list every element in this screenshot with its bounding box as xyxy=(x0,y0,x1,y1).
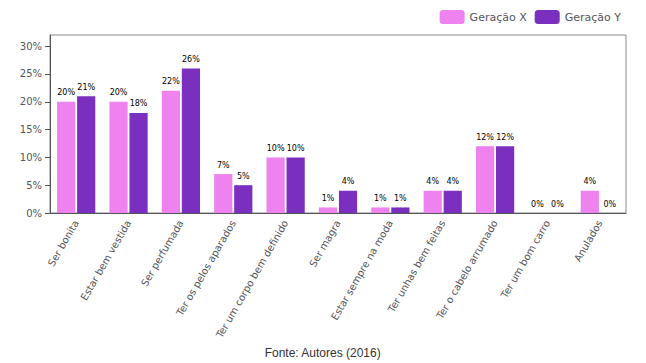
svg-text:4%: 4% xyxy=(426,177,439,186)
svg-text:0%: 0% xyxy=(603,200,616,209)
svg-text:15%: 15% xyxy=(20,124,42,135)
svg-text:0%: 0% xyxy=(26,208,42,219)
svg-text:10%: 10% xyxy=(267,144,285,153)
svg-text:4%: 4% xyxy=(342,177,355,186)
svg-text:Ser bonita: Ser bonita xyxy=(46,218,81,268)
svg-text:20%: 20% xyxy=(57,88,75,97)
svg-text:1%: 1% xyxy=(374,194,387,203)
svg-text:Ter um corpo bem definido: Ter um corpo bem definido xyxy=(213,218,290,340)
svg-text:Estar sempre na moda: Estar sempre na moda xyxy=(329,218,395,322)
svg-text:0%: 0% xyxy=(551,200,564,209)
svg-text:Ter o cabelo arrumado: Ter o cabelo arrumado xyxy=(434,218,500,321)
svg-text:26%: 26% xyxy=(182,55,200,64)
svg-text:21%: 21% xyxy=(77,83,95,92)
svg-text:4%: 4% xyxy=(583,177,596,186)
svg-text:Ter unhas bem feitas: Ter unhas bem feitas xyxy=(385,218,447,315)
svg-text:Geração Y: Geração Y xyxy=(565,11,622,24)
svg-text:20%: 20% xyxy=(110,88,128,97)
svg-text:22%: 22% xyxy=(162,77,180,86)
svg-text:Ser perfumada: Ser perfumada xyxy=(139,218,186,288)
svg-text:10%: 10% xyxy=(287,144,305,153)
svg-text:18%: 18% xyxy=(130,99,148,108)
svg-text:20%: 20% xyxy=(20,96,42,107)
svg-text:Ter um bom carro: Ter um bom carro xyxy=(498,218,552,301)
svg-text:7%: 7% xyxy=(217,161,230,170)
svg-text:Geração X: Geração X xyxy=(470,11,528,24)
svg-text:0%: 0% xyxy=(531,200,544,209)
svg-text:12%: 12% xyxy=(476,133,494,142)
svg-text:Ter os pelos aparados: Ter os pelos aparados xyxy=(174,218,238,318)
svg-text:Ser magra: Ser magra xyxy=(307,218,343,269)
svg-text:10%: 10% xyxy=(20,152,42,163)
svg-text:Anulados: Anulados xyxy=(572,218,605,263)
svg-text:4%: 4% xyxy=(446,177,459,186)
svg-text:5%: 5% xyxy=(26,180,42,191)
svg-text:5%: 5% xyxy=(237,172,250,181)
svg-text:1%: 1% xyxy=(322,194,335,203)
svg-text:Fonte: Autores (2016): Fonte: Autores (2016) xyxy=(265,346,381,360)
svg-text:12%: 12% xyxy=(496,133,514,142)
svg-text:30%: 30% xyxy=(20,41,42,52)
svg-text:Estar bem vestida: Estar bem vestida xyxy=(78,218,133,302)
svg-text:25%: 25% xyxy=(20,68,42,79)
svg-text:1%: 1% xyxy=(394,194,407,203)
